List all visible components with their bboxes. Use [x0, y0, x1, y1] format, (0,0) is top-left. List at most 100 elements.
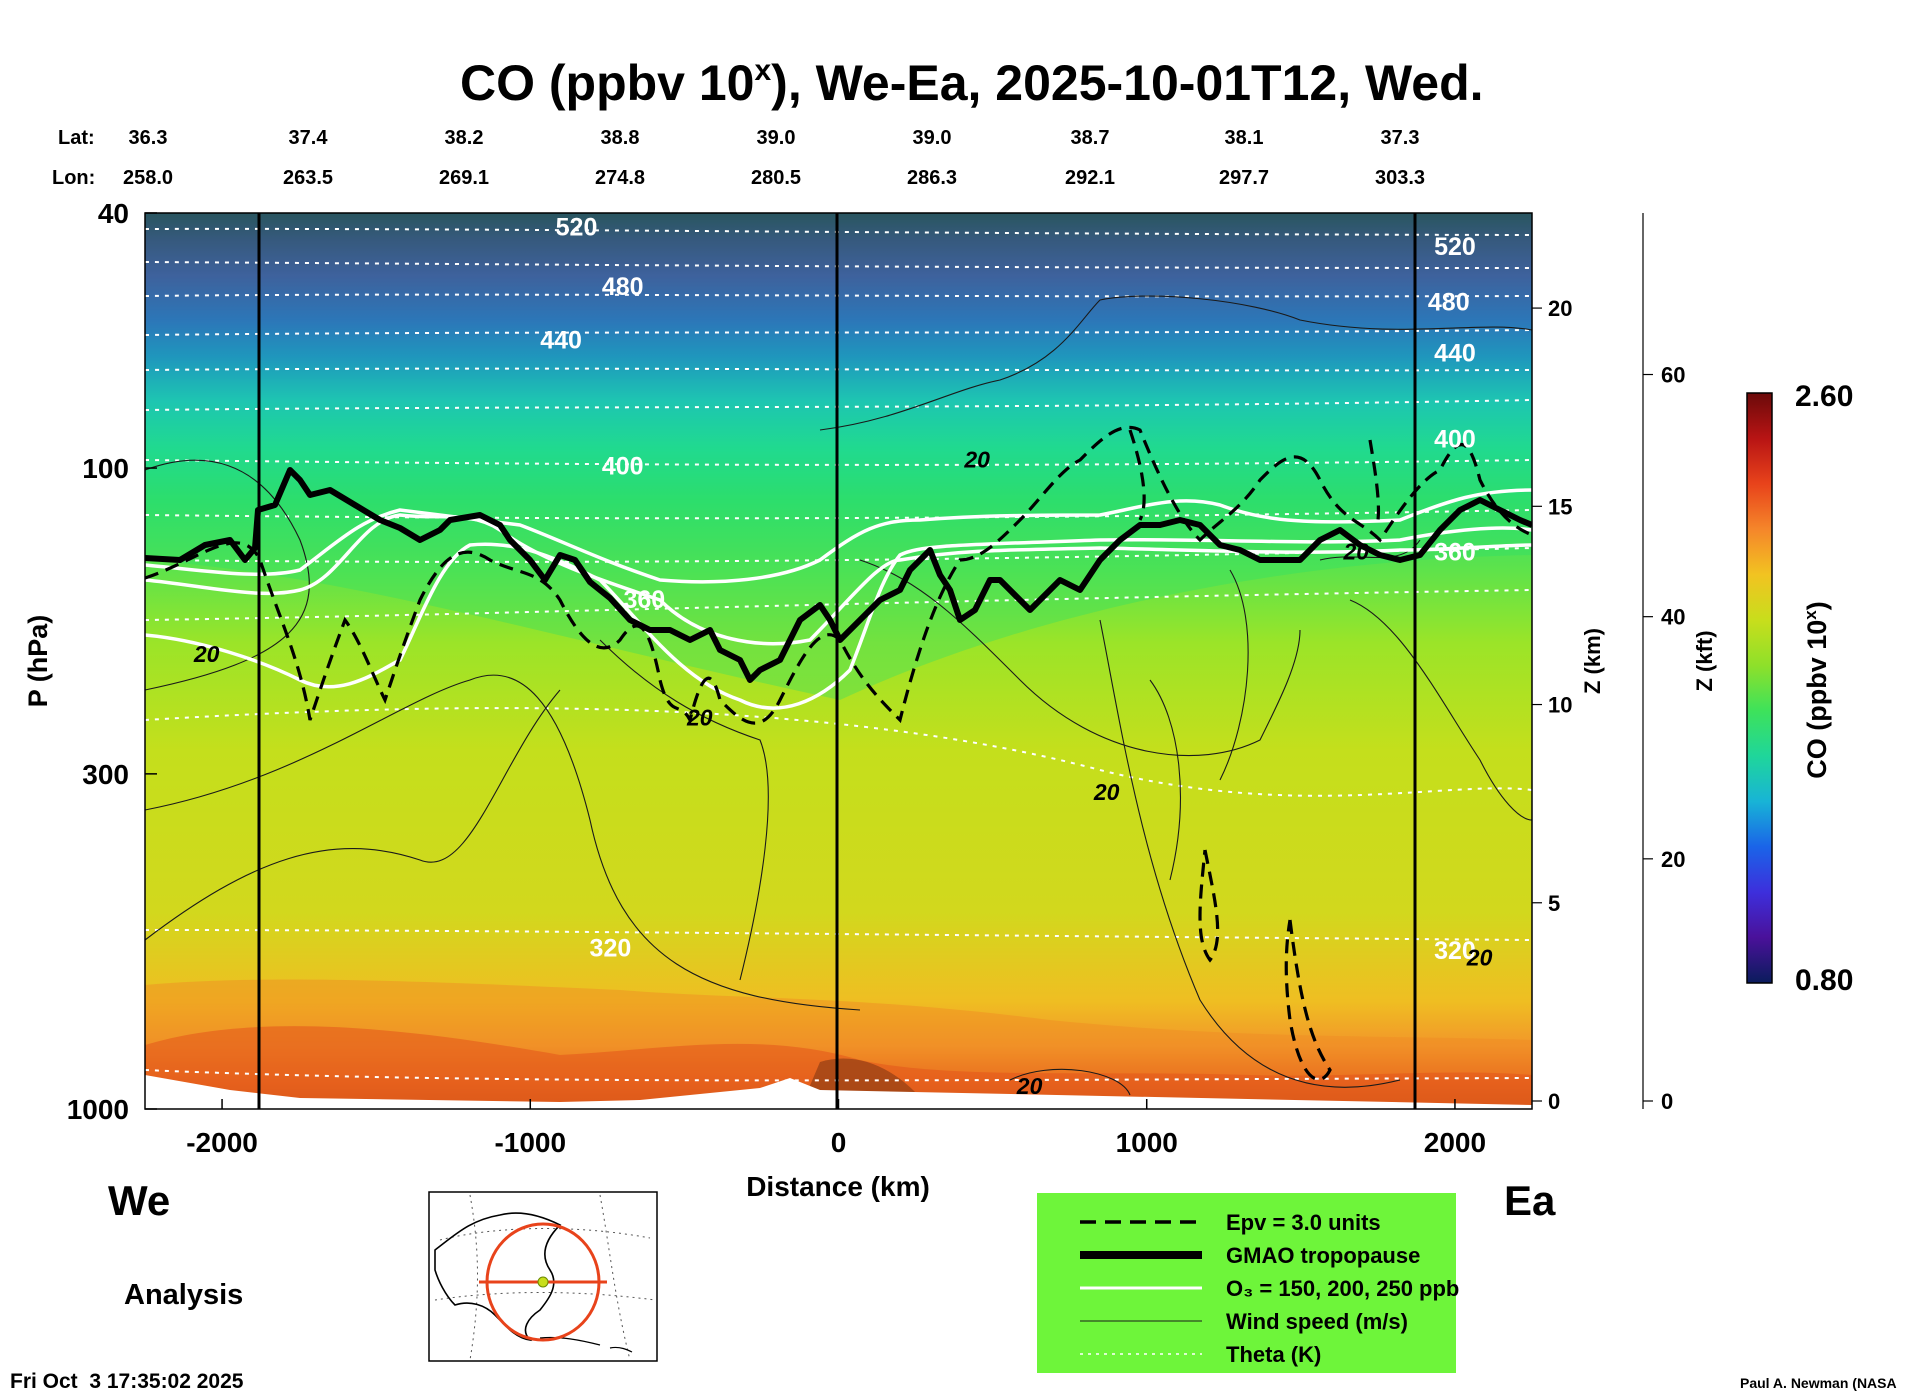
legend: Epv = 3.0 units GMAO tropopause O₃ = 150, …	[1037, 1193, 1459, 1373]
theta-label: 480	[602, 273, 644, 301]
theta-label: 400	[1434, 426, 1476, 454]
y-axis-label: P (hPa)	[23, 615, 53, 708]
colorbar-scale	[1746, 392, 1773, 984]
y-axis-pressure: 40 100 300 1000	[67, 198, 157, 1125]
chart-title: CO (ppbv 10x), We-Ea, 2025-10-01T12, Wed…	[460, 54, 1484, 111]
lon-value: 263.5	[283, 167, 333, 189]
inset-map-islands	[539, 1336, 633, 1353]
lon-value: 280.5	[751, 167, 801, 189]
y-tick-label: 1000	[67, 1094, 129, 1125]
lat-value: 38.1	[1225, 127, 1264, 149]
legend-item-label: Epv = 3.0 units	[1226, 1210, 1381, 1235]
inset-map-graticule	[434, 1194, 656, 1361]
wind-speed-contours	[145, 295, 1532, 1096]
wind-speed-label: 20	[1093, 779, 1120, 805]
x-tick-label: 1000	[1116, 1127, 1178, 1158]
east-label: Ea	[1504, 1177, 1556, 1224]
legend-item-label: Wind speed (m/s)	[1226, 1309, 1408, 1334]
legend-items: Epv = 3.0 units GMAO tropopause O₃ = 150, …	[1080, 1210, 1459, 1367]
z-kft-tick-label: 0	[1661, 1089, 1673, 1114]
x-tick-label: 0	[831, 1127, 847, 1158]
plot-area: 5204804404003603205204804404003603202020…	[145, 213, 1532, 1109]
z-km-tick-label: 0	[1548, 1089, 1560, 1114]
wind-speed-label: 20	[193, 641, 220, 667]
z-kft-tick-label: 60	[1661, 363, 1685, 388]
contour-labels: 5204804404003603205204804404003603202020…	[193, 214, 1493, 1099]
z-km-tick-label: 15	[1548, 494, 1572, 519]
theta-label: 400	[602, 452, 644, 480]
lon-value: 258.0	[123, 167, 173, 189]
x-axis: -2000 -1000 0 1000 2000	[186, 1099, 1486, 1158]
lat-lon-header: Lat: Lon: 36.3 37.4 38.2 38.8 39.0 39.0 38.7 38…	[52, 127, 1425, 189]
lon-value: 292.1	[1065, 167, 1115, 189]
z-km-tick-label: 5	[1548, 891, 1560, 916]
z-km-axis-label: Z (km)	[1580, 628, 1605, 694]
colorbar-label-rest: )	[1802, 601, 1832, 610]
wind-speed-label: 20	[1466, 944, 1493, 970]
colorbar-min-label: 0.80	[1795, 964, 1853, 997]
wind-speed-label: 20	[1016, 1073, 1043, 1099]
lon-value: 297.7	[1219, 167, 1269, 189]
z-kft-tick-label: 40	[1661, 605, 1685, 630]
lat-value: 38.7	[1071, 127, 1110, 149]
lon-value: 286.3	[907, 167, 957, 189]
colorbar-label-sup: x	[1801, 610, 1820, 620]
lat-value: 36.3	[129, 127, 168, 149]
colorbar-max-label: 2.60	[1795, 380, 1853, 413]
x-tick-label: -1000	[494, 1127, 566, 1158]
z-kft-tick-label: 20	[1661, 847, 1685, 872]
lon-value: 274.8	[595, 167, 645, 189]
tropopause-line	[145, 467, 1532, 683]
reference-verticals	[257, 213, 1417, 1109]
y-tick-label: 300	[82, 759, 129, 790]
analysis-label: Analysis	[124, 1279, 243, 1311]
title-superscript: x	[754, 54, 771, 87]
credit: Paul A. Newman (NASA	[1740, 1375, 1897, 1391]
west-label: We	[108, 1177, 170, 1224]
theta-label: 320	[590, 935, 632, 963]
legend-item-label: GMAO tropopause	[1226, 1243, 1420, 1268]
lat-label: Lat:	[58, 127, 95, 149]
lat-value: 37.3	[1381, 127, 1420, 149]
z-km-tick-label: 10	[1548, 693, 1572, 718]
x-tick-label: 2000	[1424, 1127, 1486, 1158]
z-km-tick-label: 20	[1548, 296, 1572, 321]
wind-speed-label: 20	[1343, 539, 1370, 565]
ozone-contours	[145, 488, 1532, 710]
lon-value: 303.3	[1375, 167, 1425, 189]
timestamp: Fri Oct 3 17:35:02 2025	[10, 1370, 244, 1393]
epv-contours	[145, 425, 1532, 1081]
theta-contours	[145, 227, 1532, 1082]
y-tick-label: 100	[82, 453, 129, 484]
lon-label: Lon:	[52, 167, 95, 189]
lat-value: 39.0	[913, 127, 952, 149]
title-rest: ), We-Ea, 2025-10-01T12, Wed.	[771, 55, 1483, 111]
lon-value: 269.1	[439, 167, 489, 189]
z-kft-axis-label: Z (kft)	[1692, 630, 1717, 691]
title-main: CO (ppbv 10	[460, 55, 754, 111]
colorbar-label-main: CO (ppbv 10	[1802, 620, 1832, 779]
theta-label: 320	[1434, 937, 1476, 965]
inset-map-coastline	[434, 1212, 562, 1342]
theta-label: 520	[556, 214, 598, 242]
z-km-axis: 0 5 10 15 20	[1532, 296, 1572, 1114]
theta-label: 440	[540, 326, 582, 354]
z-kft-axis: 0 20 40 60	[1642, 213, 1685, 1114]
x-axis-label: Distance (km)	[746, 1171, 930, 1202]
theta-label: 360	[623, 586, 665, 614]
theta-label: 480	[1428, 289, 1470, 317]
wind-speed-label: 20	[686, 704, 713, 730]
colorbar-label: CO (ppbv 10x)	[1801, 601, 1832, 779]
theta-label: 360	[1434, 539, 1476, 567]
lat-value: 38.8	[601, 127, 640, 149]
legend-item-label: Theta (K)	[1226, 1342, 1321, 1367]
lat-value: 39.0	[757, 127, 796, 149]
y-tick-label: 40	[98, 198, 129, 229]
wind-speed-label: 20	[963, 447, 990, 473]
lat-value: 38.2	[445, 127, 484, 149]
inset-map-center-marker	[537, 1276, 549, 1288]
x-tick-label: -2000	[186, 1127, 258, 1158]
theta-label: 520	[1434, 233, 1476, 261]
legend-item-label: O₃ = 150, 200, 250 ppb	[1226, 1276, 1459, 1301]
